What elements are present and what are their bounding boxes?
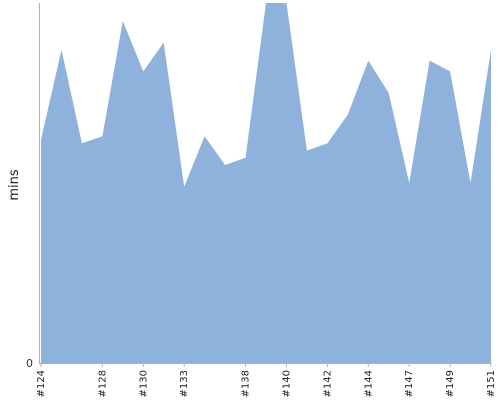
area-layer [41, 3, 491, 363]
x-tick-label: #138 [241, 370, 252, 397]
y-axis-ticks: 0 [26, 357, 33, 370]
x-tick-label: #124 [36, 370, 47, 397]
x-tick-label: #142 [322, 370, 333, 397]
x-tick-label: #144 [363, 370, 374, 397]
y-axis-label: mins [7, 169, 22, 201]
x-tick-label: #133 [179, 370, 190, 397]
x-tick-label: #140 [281, 370, 292, 397]
x-tick-label: #130 [138, 370, 149, 397]
x-tick-label: #147 [404, 370, 415, 397]
y-tick-label: 0 [26, 357, 33, 370]
x-tick-label: #151 [486, 370, 497, 397]
x-tick-label: #149 [445, 370, 456, 397]
x-axis-ticks: #124 #128 #130 #133 #138 #140 #142 #144 #147 #149… [36, 363, 497, 397]
area-series [41, 3, 491, 363]
x-tick-label: #128 [97, 370, 108, 397]
axis-layer [39, 3, 491, 364]
